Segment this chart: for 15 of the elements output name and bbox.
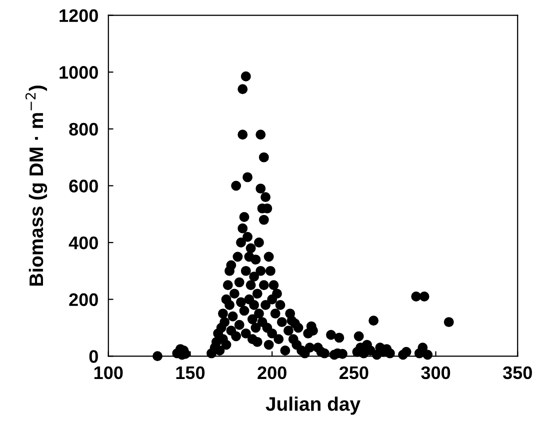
y-tick-label: 800 bbox=[69, 122, 98, 136]
x-tick-label: 200 bbox=[258, 366, 286, 380]
x-tick-label: 150 bbox=[176, 366, 205, 380]
x-tick-label: 300 bbox=[421, 366, 450, 380]
x-tick-label: 250 bbox=[339, 366, 368, 380]
y-axis-title: Biomass (g DM · m$^{−2}$) bbox=[25, 86, 48, 286]
x-axis-title: Julian day bbox=[266, 396, 360, 415]
x-tick-label: 100 bbox=[94, 366, 123, 380]
y-tick-label: 400 bbox=[68, 236, 98, 250]
y-tick-label: 200 bbox=[69, 293, 98, 306]
y-tick-label: 600 bbox=[69, 180, 98, 192]
y-tick-label: 1000 bbox=[60, 66, 98, 79]
y-tick-label: 0 bbox=[89, 350, 98, 363]
y-tick-label: 1200 bbox=[60, 9, 98, 22]
x-tick-label: 350 bbox=[502, 366, 532, 380]
